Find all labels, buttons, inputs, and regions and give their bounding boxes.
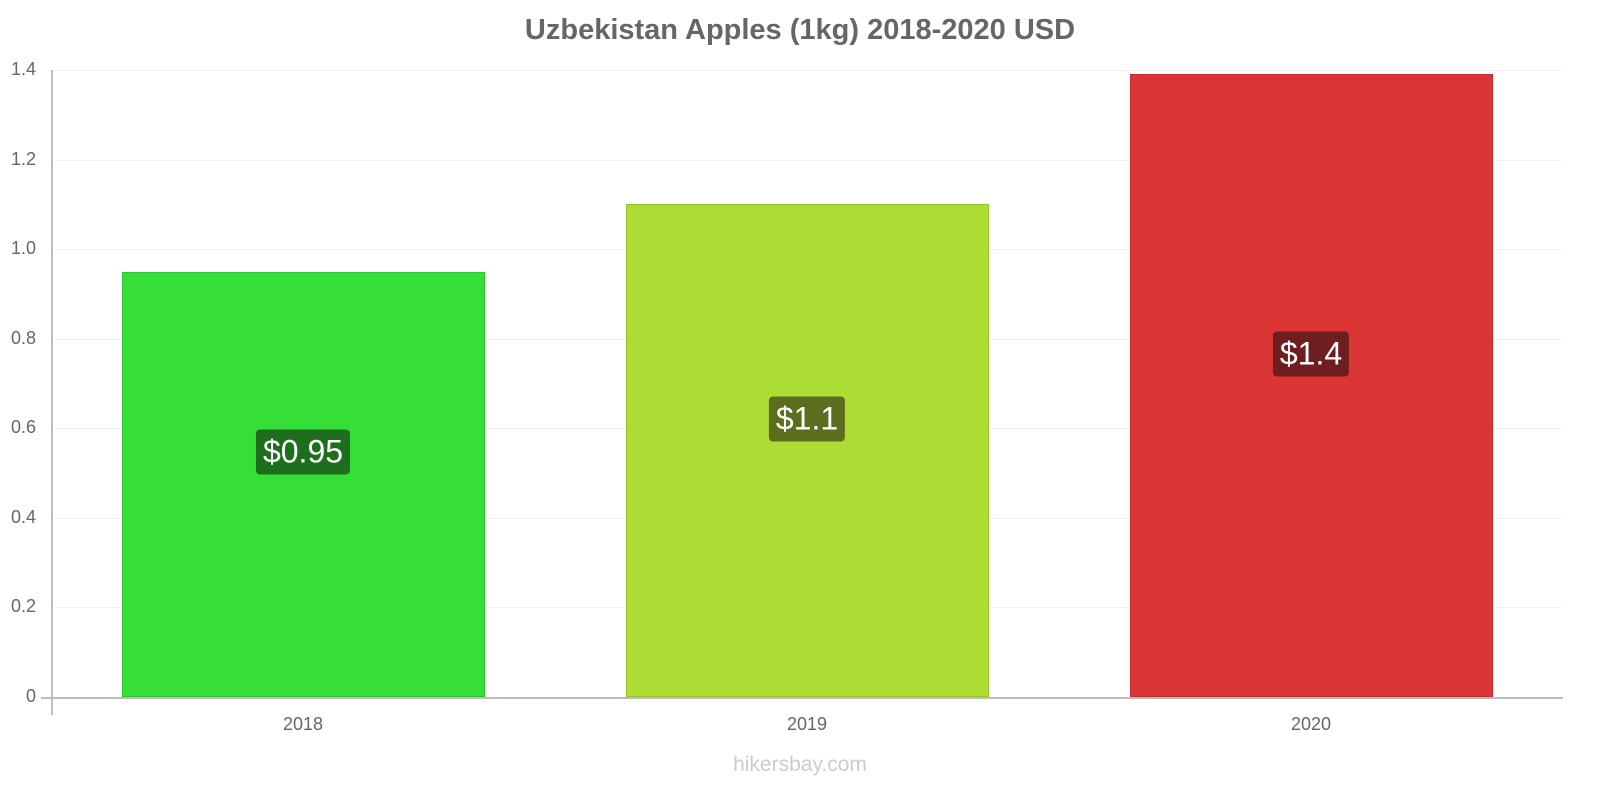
gridline	[51, 159, 1563, 161]
y-tick-label: 0.2	[10, 596, 36, 617]
y-tick-label: 1.0	[10, 238, 36, 259]
chart-title: Uzbekistan Apples (1kg) 2018-2020 USD	[524, 14, 1076, 46]
x-tick-label: 2019	[786, 714, 828, 734]
x-axis-line	[41, 697, 1563, 699]
bar-2020[interactable]	[1129, 74, 1493, 697]
source-footer: hikersbay.com	[733, 753, 867, 776]
bar-2018[interactable]	[121, 271, 485, 697]
y-tick-label: 1.2	[10, 148, 36, 169]
y-tick-label: 0.6	[10, 417, 36, 438]
bar-value-label: $0.95	[255, 429, 351, 475]
x-tick-label: 2018	[282, 714, 324, 734]
bar-2019[interactable]	[625, 204, 989, 697]
x-tick-label: 2020	[1290, 714, 1332, 734]
bar-value-label: $1.4	[1272, 331, 1350, 377]
y-tick-label: 1.4	[10, 59, 36, 79]
y-tick-label: 0	[25, 686, 36, 706]
y-tick-label: 0.8	[10, 327, 36, 348]
y-tick-label: 0.4	[10, 506, 36, 527]
bar-value-label: $1.1	[768, 396, 846, 442]
gridline	[51, 70, 1563, 71]
y-axis-line	[51, 70, 53, 715]
